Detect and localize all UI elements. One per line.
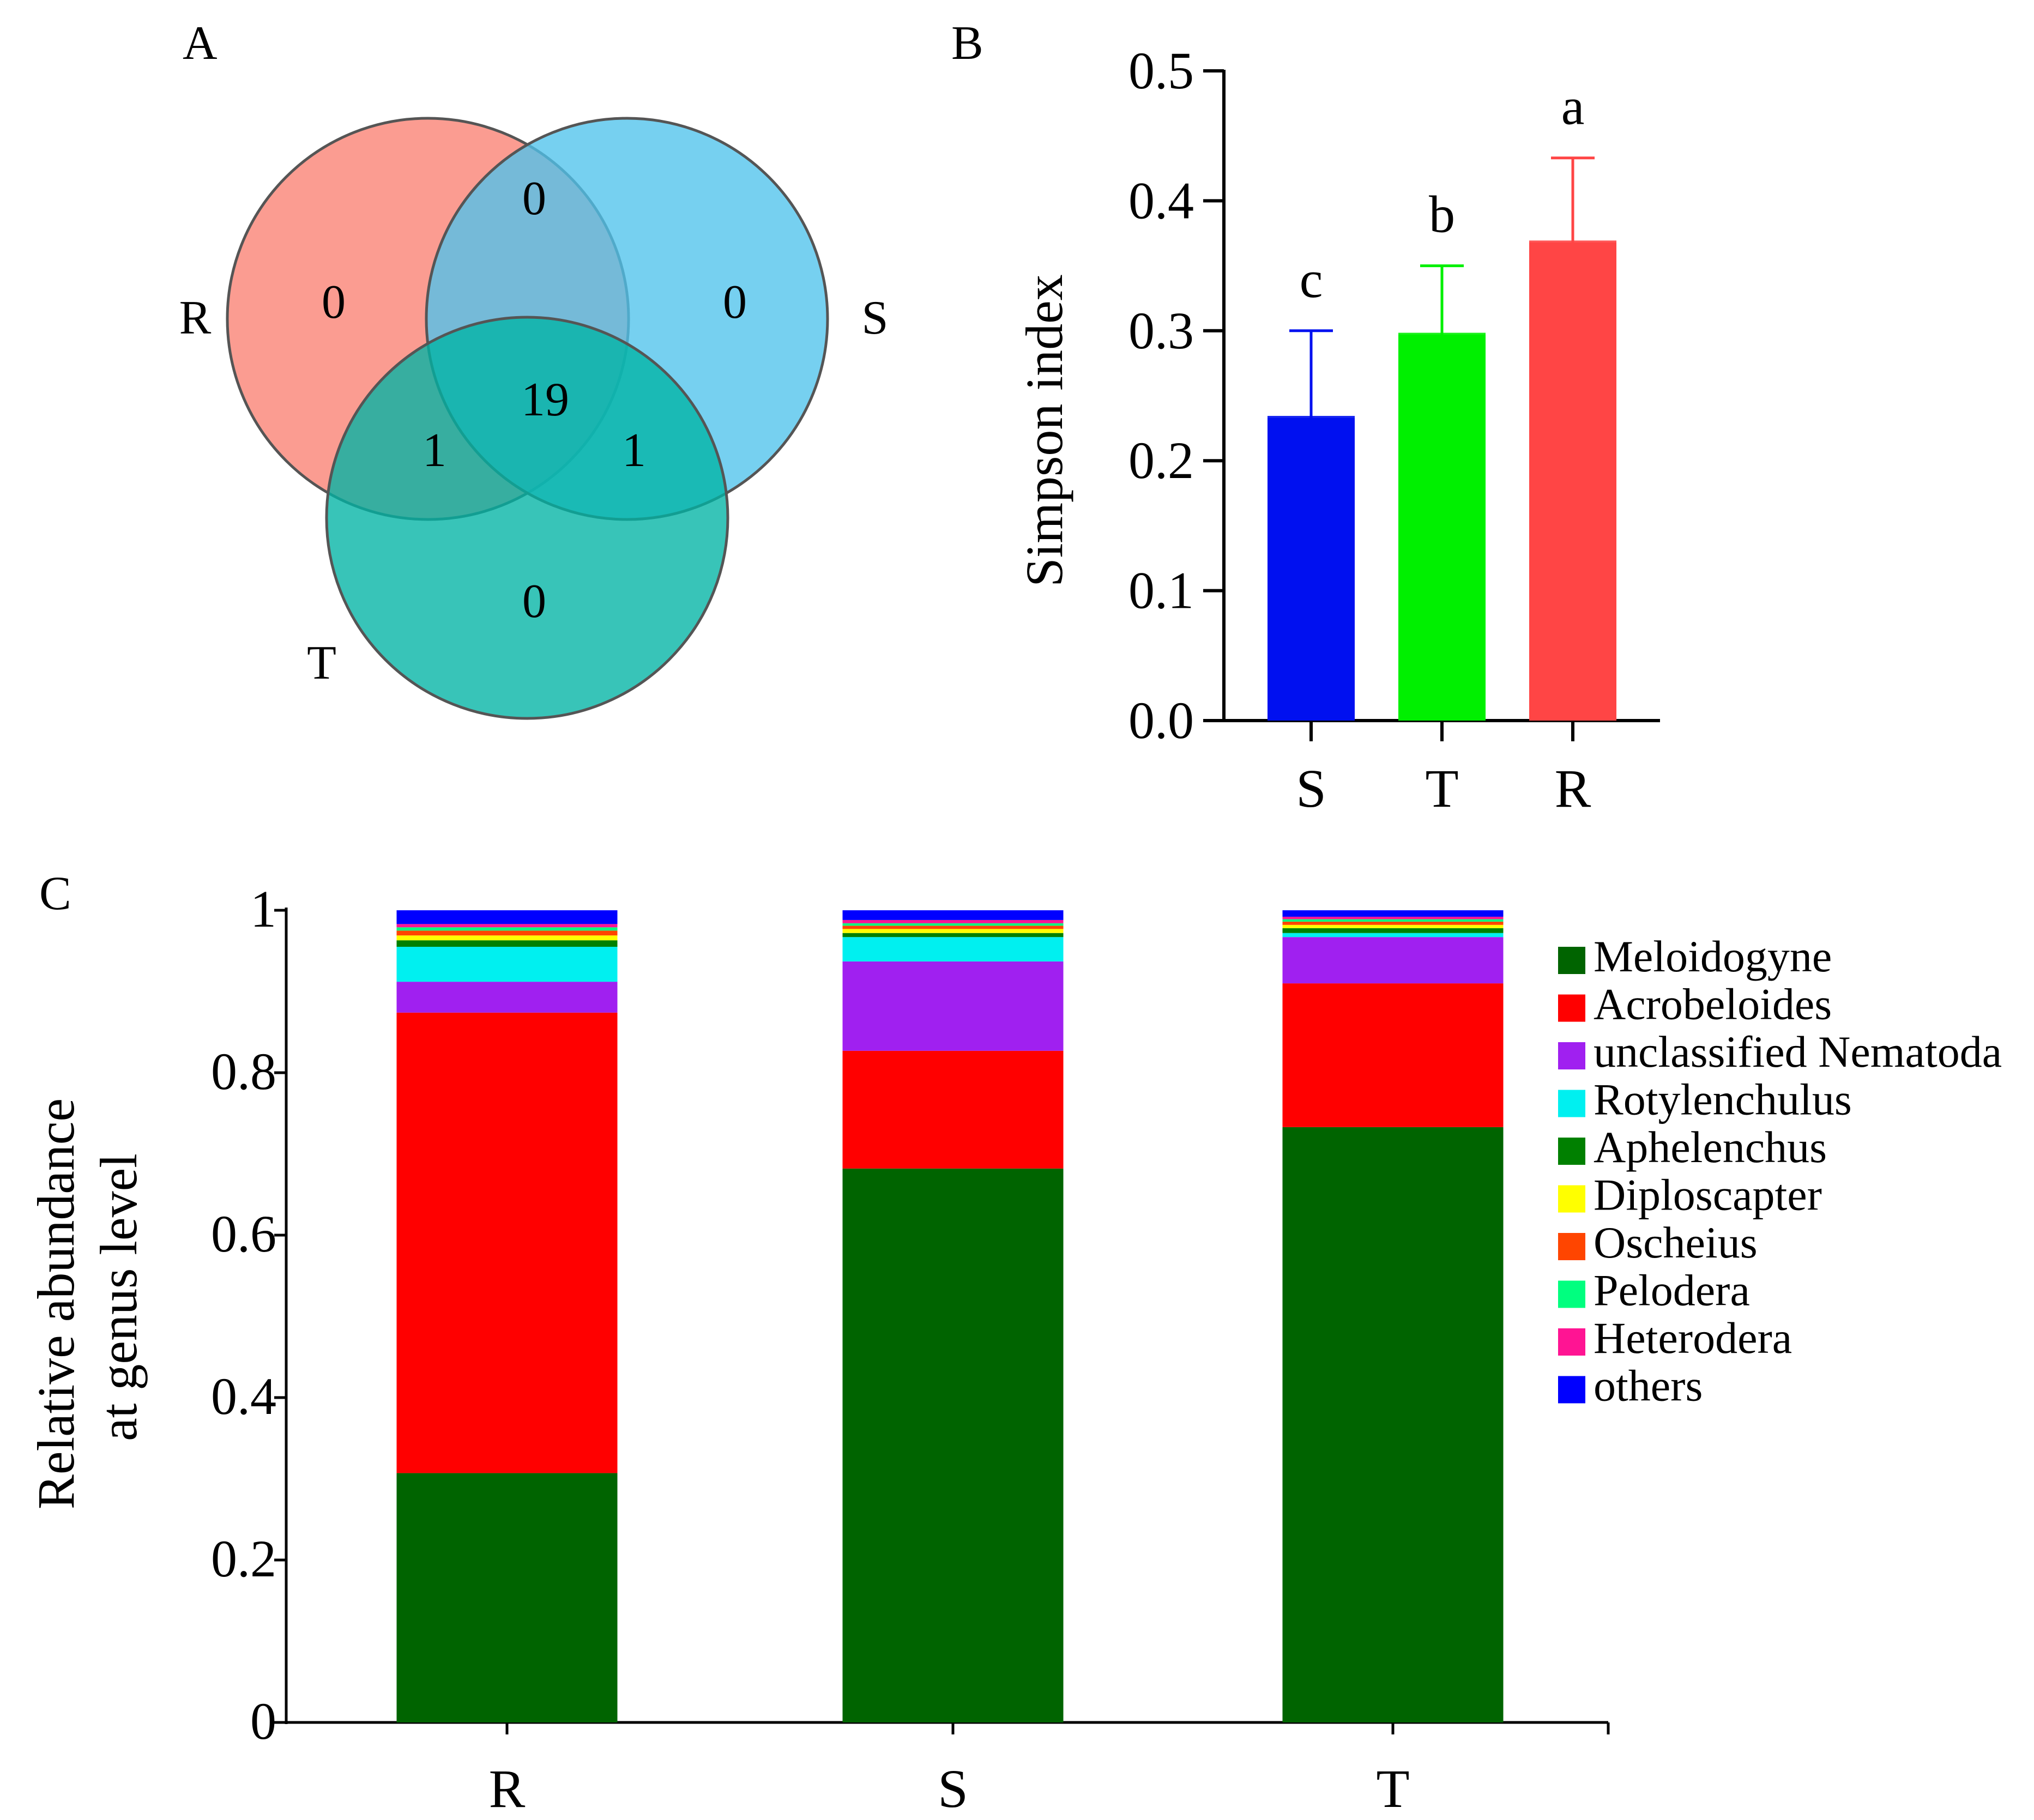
legend-label-oscheius: Oscheius [1594, 1218, 1758, 1267]
simpson-x-tick-label-r: R [1555, 758, 1591, 819]
legend-label-pelodera: Pelodera [1594, 1266, 1750, 1315]
abundance-y-tick-label: 0.6 [211, 1205, 276, 1263]
stacked-segment-s-unclassified-nematoda [842, 961, 1064, 1051]
stacked-segment-t-diploscapter [1282, 924, 1504, 928]
venn-count-s-t: 1 [622, 424, 646, 477]
simpson-y-axis-title: Simpson index [1015, 274, 1073, 586]
stacked-segment-s-others [842, 910, 1064, 920]
venn-set-label-t: T [307, 637, 336, 690]
stacked-segment-t-rotylenchulus [1282, 933, 1504, 938]
legend-label-aphelenchus: Aphelenchus [1594, 1122, 1827, 1172]
stacked-segment-r-others [396, 910, 618, 924]
stacked-segment-r-heterodera [396, 924, 618, 928]
simpson-significance-letter-s: c [1300, 250, 1323, 309]
stacked-segment-r-rotylenchulus [396, 947, 618, 982]
abundance-y-axis-title: Relative abundance at genus level [27, 1085, 148, 1509]
stacked-segment-r-acrobeloides [396, 1012, 618, 1473]
simpson-y-tick-label: 0.2 [1128, 431, 1194, 489]
legend-swatch-acrobeloides [1558, 994, 1585, 1022]
simpson-y-tick-label: 0.1 [1128, 561, 1194, 620]
abundance-x-tick-label-t: T [1376, 1758, 1409, 1819]
simpson-bar-r [1529, 242, 1616, 721]
legend-swatch-pelodera [1558, 1280, 1585, 1308]
stacked-segment-t-unclassified-nematoda [1282, 937, 1504, 984]
legend-swatch-heterodera [1558, 1328, 1585, 1356]
venn-count-r-only: 0 [322, 276, 346, 329]
legend-label-unclassified-nematoda: unclassified Nematoda [1594, 1027, 2002, 1077]
stacked-segment-s-heterodera [842, 920, 1064, 923]
abundance-x-tick-label-s: S [938, 1758, 968, 1819]
stacked-segment-r-meloidogyne [396, 1473, 618, 1722]
simpson-x-tick-label-s: S [1296, 758, 1326, 819]
abundance-x-tick-label-r: R [489, 1758, 526, 1819]
legend-swatch-unclassified-nematoda [1558, 1042, 1585, 1069]
legend-label-rotylenchulus: Rotylenchulus [1594, 1075, 1852, 1124]
simpson-y-tick-label: 0.4 [1128, 171, 1194, 229]
legend-swatch-diploscapter [1558, 1185, 1585, 1213]
abundance-y-tick-label: 0.8 [211, 1042, 276, 1101]
stacked-segment-s-meloidogyne [842, 1168, 1064, 1722]
stacked-segment-t-oscheius [1282, 921, 1504, 925]
stacked-segment-s-rotylenchulus [842, 937, 1064, 962]
simpson-y-tick-label: 0.3 [1128, 301, 1194, 360]
simpson-bar-t [1398, 334, 1486, 721]
venn-count-s-only: 0 [723, 276, 747, 329]
genus-stacked-bar-chart: Relative abundance at genus level 0 0.2 0.… [27, 880, 2002, 1819]
abundance-y-axis-title-line-2: at genus level [89, 1153, 148, 1441]
abundance-y-tick-label: 0.4 [211, 1367, 276, 1425]
simpson-y-tick-label: 0.5 [1128, 41, 1194, 100]
stacked-segment-t-aphelenchus [1282, 928, 1504, 933]
stacked-segment-t-pelodera [1282, 919, 1504, 922]
panel-label-b: B [951, 17, 983, 70]
stacked-segment-s-acrobeloides [842, 1050, 1064, 1169]
venn-circle-t [325, 316, 729, 720]
stacked-segment-t-meloidogyne [1282, 1127, 1504, 1722]
venn-set-label-r: R [179, 292, 212, 344]
venn-count-r-t: 1 [423, 424, 446, 477]
legend-swatch-others [1558, 1376, 1585, 1404]
venn-count-r-s: 0 [522, 172, 546, 225]
abundance-y-tick-label: 0 [250, 1692, 276, 1750]
legend-swatch-meloidogyne [1558, 947, 1585, 974]
venn-diagram: R S T 0 0 0 19 1 1 0 [179, 117, 889, 720]
stacked-segment-r-pelodera [396, 927, 618, 931]
stacked-segment-t-others [1282, 910, 1504, 917]
stacked-segment-r-oscheius [396, 930, 618, 936]
panel-label-c: C [39, 867, 71, 920]
legend-swatch-oscheius [1558, 1233, 1585, 1260]
venn-count-t-only: 0 [522, 575, 546, 628]
stacked-segment-t-heterodera [1282, 916, 1504, 920]
abundance-y-tick-label: 0.2 [211, 1529, 276, 1588]
simpson-y-tick-label: 0.0 [1128, 691, 1194, 749]
simpson-significance-letter-r: a [1561, 77, 1585, 136]
stacked-segment-s-oscheius [842, 926, 1064, 929]
legend-label-heterodera: Heterodera [1594, 1313, 1792, 1363]
simpson-bar-s [1268, 418, 1355, 721]
legend-label-acrobeloides: Acrobeloides [1594, 979, 1832, 1029]
abundance-y-tick-label: 1 [250, 880, 276, 938]
legend-label-meloidogyne: Meloidogyne [1594, 932, 1832, 981]
venn-count-r-s-t: 19 [521, 373, 569, 426]
simpson-bar-chart: Simpson index 0.0 0.1 0.2 0.3 0.4 0.5 c Sb Ta R [1015, 41, 1660, 819]
legend-label-diploscapter: Diploscapter [1594, 1170, 1822, 1220]
simpson-significance-letter-t: b [1429, 185, 1455, 244]
legend-swatch-aphelenchus [1558, 1138, 1585, 1165]
stacked-segment-r-diploscapter [396, 935, 618, 941]
stacked-segment-r-aphelenchus [396, 940, 618, 947]
venn-set-label-s: S [862, 292, 889, 344]
simpson-x-tick-label-t: T [1425, 758, 1458, 819]
panel-label-a: A [183, 17, 218, 70]
legend-swatch-rotylenchulus [1558, 1090, 1585, 1117]
stacked-segment-t-acrobeloides [1282, 983, 1504, 1127]
stacked-segment-s-pelodera [842, 923, 1064, 926]
legend-label-others: others [1594, 1361, 1703, 1411]
stacked-segment-s-aphelenchus [842, 933, 1064, 938]
stacked-segment-r-unclassified-nematoda [396, 982, 618, 1013]
abundance-y-axis-title-line-1: Relative abundance [27, 1098, 85, 1509]
stacked-segment-s-diploscapter [842, 929, 1064, 933]
